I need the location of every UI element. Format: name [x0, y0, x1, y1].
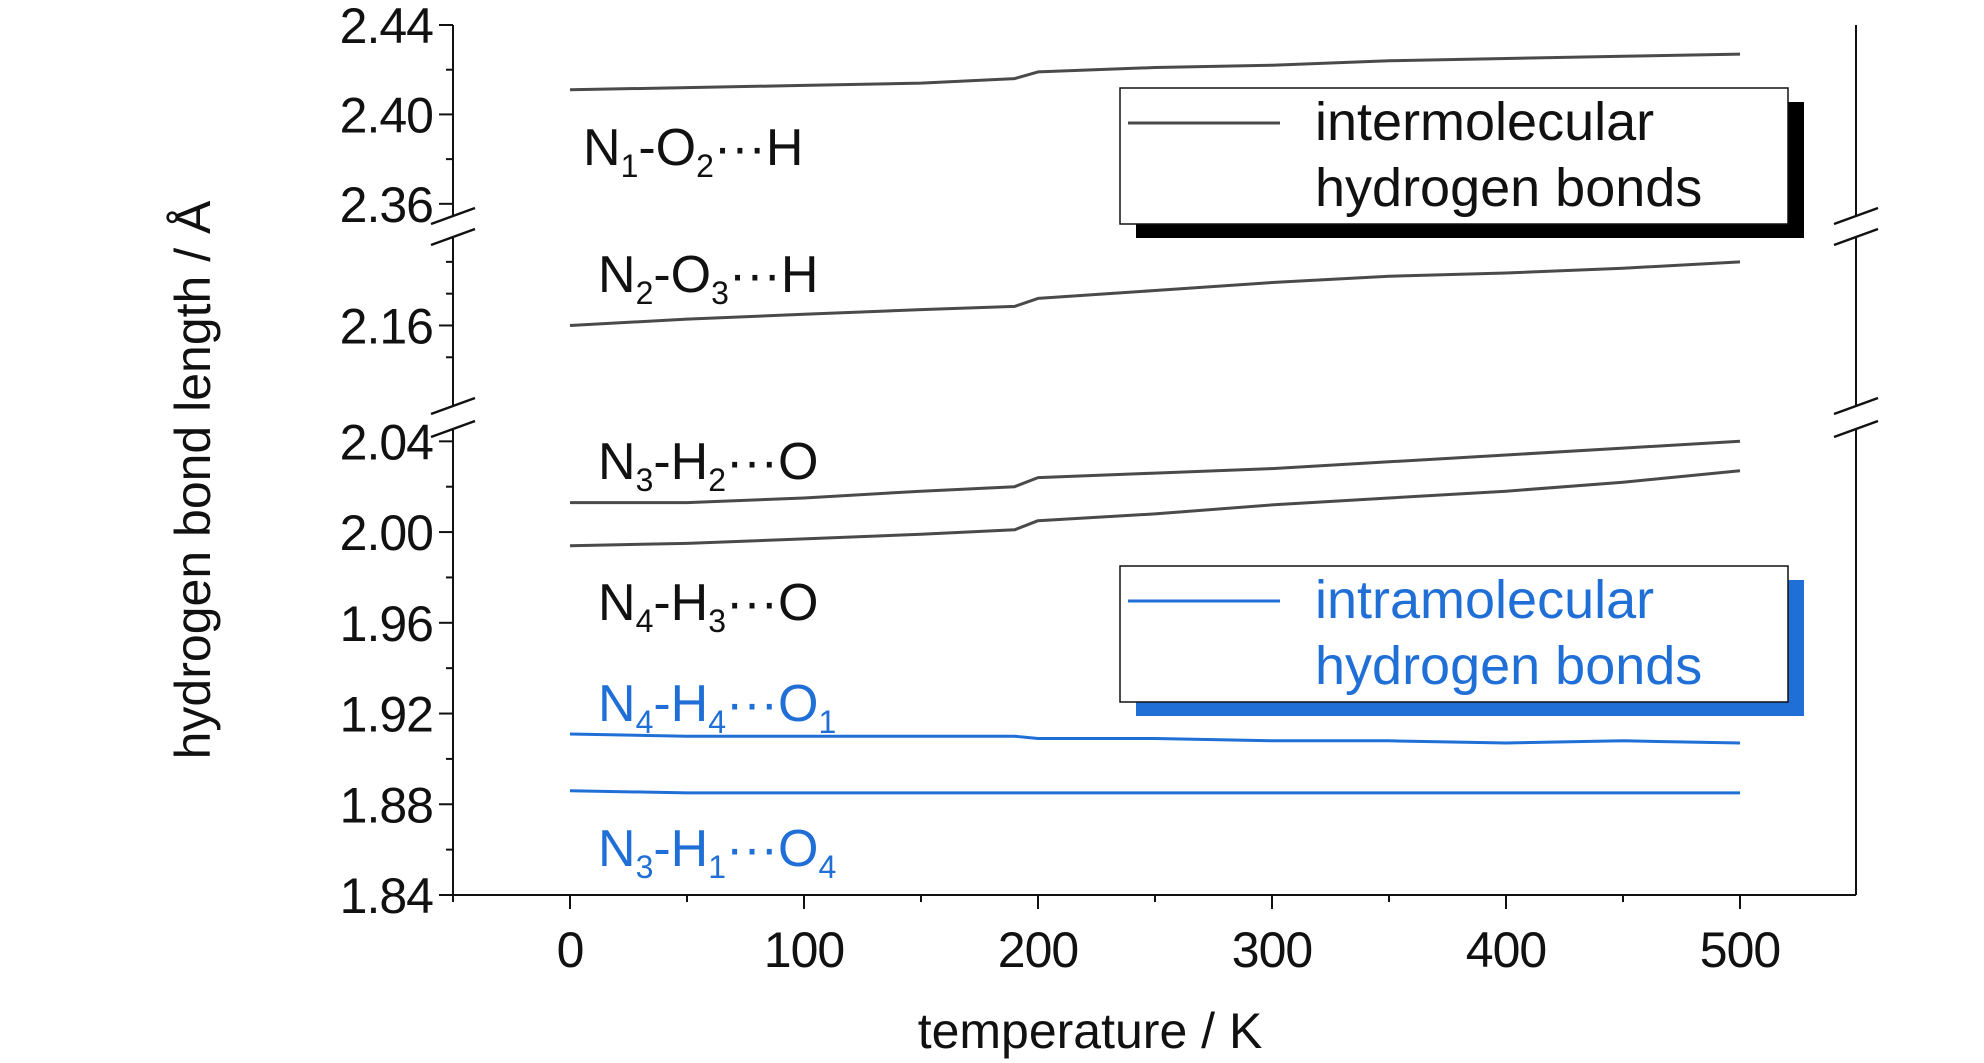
label-text: -H [653, 574, 708, 632]
legend-box [1119, 565, 1789, 703]
label-subscript: 1 [621, 148, 639, 184]
series-label-1: N1-O2···H [583, 119, 803, 184]
series-line-3 [570, 439, 1741, 505]
x-tick-label: 500 [1700, 922, 1780, 978]
series-label-2: N2-O3···H [598, 246, 818, 311]
label-text: ···O [726, 574, 818, 632]
y-tick-label: 2.44 [340, 0, 434, 54]
y-tick-label: 1.88 [340, 777, 433, 833]
label-text: ···O [726, 820, 818, 878]
y-axis-title: hydrogen bond length / Å [165, 200, 221, 759]
axis-break-mark [1833, 206, 1879, 226]
label-subscript: 2 [708, 462, 726, 498]
label-text: -O [653, 246, 711, 304]
axis-break-mark [430, 419, 476, 439]
label-text: ···H [714, 119, 804, 177]
label-text: N [598, 675, 636, 733]
series-line-5 [569, 732, 1741, 745]
label-text: ···H [729, 246, 819, 304]
label-text: -H [653, 820, 708, 878]
label-text: -O [638, 119, 696, 177]
y-axis: 1.84 1.88 1.92 1.96 2.00 2.04 2.16 2.36 2.40 2.44 [340, 0, 453, 924]
series-line-6 [569, 789, 1740, 795]
y-tick-label: 1.84 [340, 868, 434, 924]
label-text: -H [653, 433, 708, 491]
x-tick-label: 200 [998, 922, 1078, 978]
series-label-3: N3-H2···O [598, 433, 818, 498]
y-tick-label: 2.36 [340, 177, 433, 233]
label-text: N [583, 119, 621, 177]
x-tick-label: 0 [557, 922, 584, 978]
x-tick-label: 300 [1232, 922, 1312, 978]
axis-break-mark [430, 206, 476, 226]
y-tick-label: 2.16 [340, 298, 433, 354]
series-line-2 [569, 260, 1741, 327]
label-subscript: 2 [696, 148, 714, 184]
series-label-5: N4-H4···O1 [598, 675, 836, 740]
label-subscript: 3 [708, 603, 726, 639]
axis-break-mark [430, 227, 476, 247]
label-text: ···O [726, 675, 818, 733]
y-tick-label: 2.40 [340, 87, 433, 143]
axis-break-mark [1833, 419, 1879, 439]
label-text: N [598, 820, 636, 878]
label-subscript: 3 [711, 275, 729, 311]
legend-line2: hydrogen bonds [1315, 158, 1702, 218]
label-subscript: 1 [708, 849, 726, 885]
axis-break-mark [430, 396, 476, 416]
label-text: ···O [726, 433, 818, 491]
x-axis-title: temperature / K [918, 1003, 1263, 1059]
axis-break-mark [1833, 227, 1879, 247]
label-text: N [598, 574, 636, 632]
legend-line1: intermolecular [1315, 92, 1654, 152]
label-text: -H [653, 675, 708, 733]
legend-box [1119, 87, 1789, 225]
x-tick-label: 400 [1466, 922, 1546, 978]
y-tick-label: 2.04 [340, 414, 434, 470]
axis-break-mark [1833, 396, 1879, 416]
series-labels: N1-O2···HN2-O3···HN3-H2···ON4-H3···ON4-H… [583, 119, 836, 885]
label-subscript: 3 [636, 462, 654, 498]
label-subscript: 1 [818, 704, 836, 740]
label-subscript: 3 [636, 849, 654, 885]
label-subscript: 4 [636, 704, 654, 740]
label-subscript: 2 [636, 275, 654, 311]
x-tick-label: 100 [764, 922, 844, 978]
label-subscript: 4 [708, 704, 726, 740]
label-subscript: 4 [818, 849, 836, 885]
series-line-1 [569, 52, 1741, 92]
series-label-6: N3-H1···O4 [598, 820, 836, 885]
label-subscript: 4 [636, 603, 654, 639]
series-line-4 [569, 469, 1741, 548]
legend-line1: intramolecular [1315, 570, 1654, 630]
y-tick-label: 1.92 [340, 687, 433, 743]
series-label-4: N4-H3···O [598, 574, 818, 639]
label-text: N [598, 246, 636, 304]
legend-line2: hydrogen bonds [1315, 636, 1702, 696]
y-tick-label: 2.00 [340, 505, 433, 561]
x-axis: 0 100 200 300 400 500 [452, 895, 1781, 978]
label-text: N [598, 433, 636, 491]
y-tick-label: 1.96 [340, 596, 433, 652]
series-lines [569, 52, 1741, 795]
